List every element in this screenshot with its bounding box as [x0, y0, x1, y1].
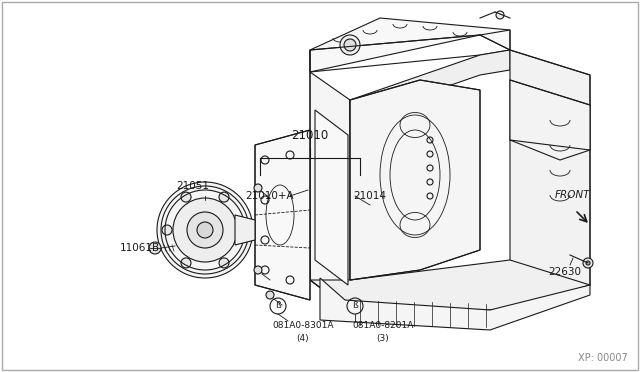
Text: 21010+A: 21010+A: [246, 191, 294, 201]
Circle shape: [340, 35, 360, 55]
Circle shape: [583, 258, 593, 268]
Polygon shape: [315, 110, 348, 285]
Text: (3): (3): [376, 334, 389, 343]
Text: 21014: 21014: [353, 191, 387, 201]
Text: 22630: 22630: [548, 267, 582, 277]
Circle shape: [344, 39, 356, 51]
Polygon shape: [350, 50, 510, 120]
Text: ß: ß: [352, 301, 358, 311]
Circle shape: [197, 222, 213, 238]
Polygon shape: [310, 260, 590, 310]
Circle shape: [586, 261, 590, 265]
Circle shape: [181, 192, 191, 202]
Text: (4): (4): [297, 334, 309, 343]
Circle shape: [157, 182, 253, 278]
Polygon shape: [320, 278, 590, 330]
Text: 21010: 21010: [291, 129, 328, 142]
Circle shape: [496, 11, 504, 19]
Text: FRONT: FRONT: [555, 190, 591, 200]
Text: ß: ß: [275, 301, 281, 311]
Circle shape: [149, 242, 161, 254]
Circle shape: [238, 225, 248, 235]
Circle shape: [254, 184, 262, 192]
Polygon shape: [510, 80, 590, 160]
Polygon shape: [310, 72, 350, 310]
Polygon shape: [350, 80, 480, 280]
Circle shape: [187, 212, 223, 248]
Circle shape: [181, 258, 191, 268]
Text: XP: 00007: XP: 00007: [579, 353, 628, 363]
Circle shape: [254, 266, 262, 274]
Circle shape: [162, 225, 172, 235]
Circle shape: [266, 291, 274, 299]
Text: 081A0-8201A: 081A0-8201A: [352, 321, 413, 330]
Circle shape: [219, 192, 229, 202]
Circle shape: [173, 198, 237, 262]
Polygon shape: [235, 215, 255, 245]
Polygon shape: [310, 18, 510, 72]
Text: 081A0-8301A: 081A0-8301A: [272, 321, 333, 330]
Circle shape: [219, 258, 229, 268]
Polygon shape: [255, 130, 310, 300]
Text: 11061B: 11061B: [120, 243, 160, 253]
Text: 21051: 21051: [177, 181, 209, 191]
Polygon shape: [510, 50, 590, 310]
